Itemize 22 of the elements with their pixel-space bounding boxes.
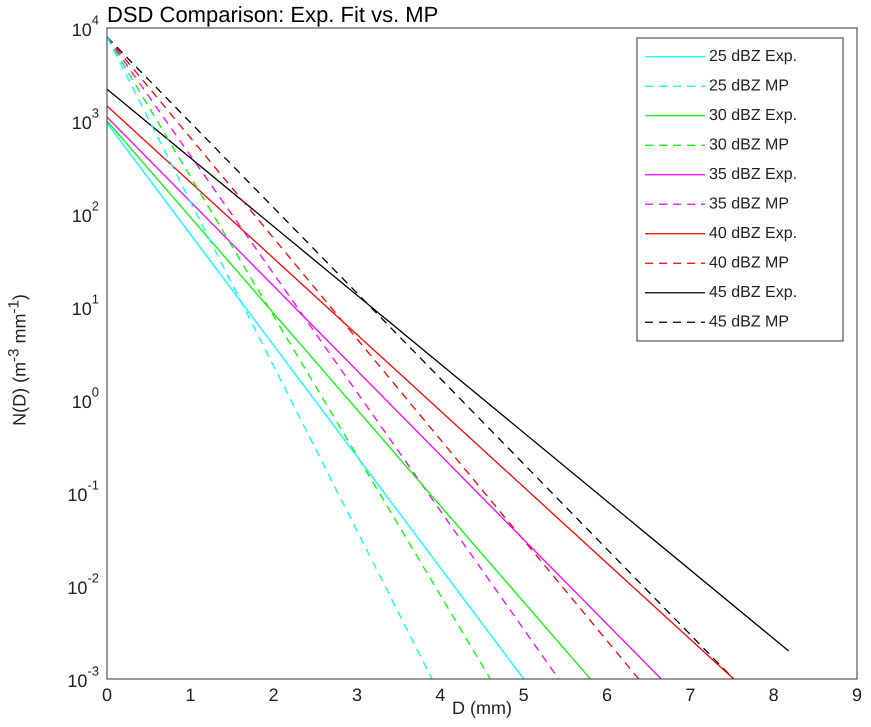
legend-label: 30 dBZ Exp. bbox=[709, 107, 798, 124]
legend-label: 40 dBZ MP bbox=[709, 254, 790, 272]
x-tick-label: 5 bbox=[518, 684, 529, 705]
legend-label: 25 dBZ Exp. bbox=[709, 48, 798, 66]
legend-label: 45 dBZ MP bbox=[709, 314, 790, 331]
legend-label: 45 dBZ Exp. bbox=[709, 284, 798, 302]
legend-label: 35 dBZ MP bbox=[709, 196, 790, 213]
legend-label: 40 dBZ Exp. bbox=[709, 225, 798, 242]
x-tick-label: 7 bbox=[685, 684, 696, 705]
x-tick-label: 9 bbox=[852, 684, 862, 705]
x-tick-label: 0 bbox=[102, 684, 112, 705]
legend-label: 25 dBZ MP bbox=[709, 78, 790, 95]
chart-title: DSD Comparison: Exp. Fit vs. MP bbox=[107, 2, 438, 28]
x-axis-title: D (mm) bbox=[452, 698, 512, 718]
x-tick-label: 6 bbox=[602, 684, 612, 705]
legend-label: 35 dBZ Exp. bbox=[709, 166, 798, 184]
x-tick-label: 4 bbox=[435, 684, 446, 705]
x-tick-label: 8 bbox=[768, 684, 779, 705]
x-tick-label: 1 bbox=[185, 684, 196, 705]
x-tick-label: 2 bbox=[268, 684, 279, 705]
x-tick-label: 3 bbox=[352, 684, 362, 705]
legend-label: 30 dBZ MP bbox=[709, 136, 790, 154]
